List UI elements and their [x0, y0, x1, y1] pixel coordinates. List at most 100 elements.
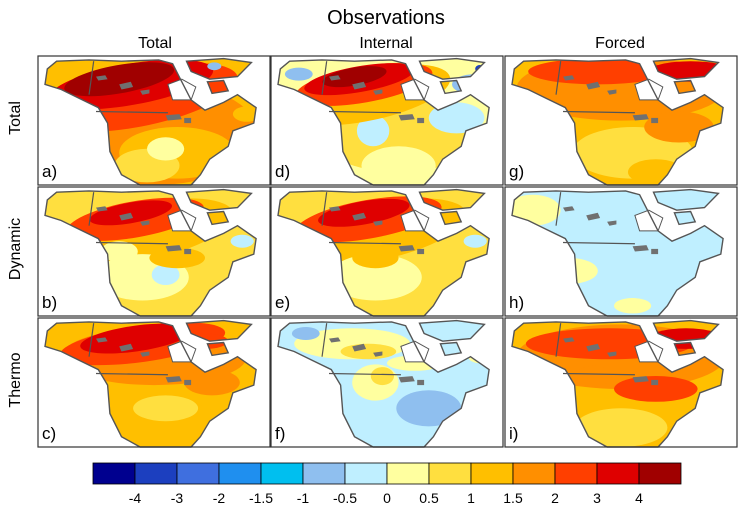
colorbar-tick-label: -4: [129, 490, 142, 506]
colorbar-tick-label: -2: [213, 490, 226, 506]
border-line: [562, 110, 635, 114]
field-contour: [151, 264, 180, 286]
panel-label: i): [509, 424, 518, 443]
lake: [398, 245, 415, 252]
colorbar-swatch: [176, 462, 220, 485]
panel-label: d): [275, 162, 290, 181]
border-line: [95, 110, 168, 114]
field-contour: [340, 343, 397, 360]
colorbar-tick-label: -1: [297, 490, 310, 506]
colorbar-swatch: [428, 462, 472, 485]
map-panel: a): [37, 55, 271, 186]
panel-frame: [504, 186, 738, 317]
panel-frame: [37, 317, 271, 448]
lake: [632, 376, 649, 383]
colorbar-swatch: [302, 462, 346, 485]
panel-label: a): [42, 162, 57, 181]
coastline: [44, 321, 257, 448]
field-contour: [329, 254, 422, 301]
lake: [329, 206, 341, 212]
panel-frame: [270, 55, 504, 186]
coastline: [652, 319, 720, 342]
border-line: [321, 323, 328, 357]
lake: [373, 351, 383, 357]
lake: [586, 212, 601, 221]
map-panel: i): [504, 317, 738, 448]
lake: [96, 337, 108, 343]
field-shading: [278, 58, 490, 185]
colorbar: -4 -3 -2 -1.5 -1 -0.5 0 0.5 1 1.5 2 3 4: [92, 462, 682, 506]
colorbar-swatch: [638, 462, 682, 485]
coastline: [44, 190, 257, 317]
lake: [373, 89, 383, 95]
field-contour: [428, 102, 485, 134]
field-contour: [284, 67, 313, 81]
lake: [651, 379, 659, 386]
field-contour: [80, 323, 191, 354]
colorbar-swatch: [470, 462, 514, 485]
colorbar-swatch: [386, 462, 430, 485]
lake: [165, 245, 182, 252]
lake: [563, 337, 575, 343]
colorbar-tick-label: 0: [383, 490, 391, 506]
lake: [119, 343, 134, 352]
colorbar-tick-label: -1.5: [249, 490, 273, 506]
map-panel: c): [37, 317, 271, 448]
border-line: [321, 61, 328, 95]
map-panel: g): [504, 55, 738, 186]
colorbar-tick-label: 4: [635, 490, 643, 506]
lake: [96, 206, 108, 212]
column-title-total: Total: [138, 35, 172, 52]
field-contour: [133, 395, 199, 422]
lake: [417, 379, 425, 386]
colorbar-swatch: [260, 462, 304, 485]
coastline: [277, 59, 490, 186]
coastline: [511, 190, 724, 317]
lake: [329, 337, 341, 343]
lake: [417, 248, 425, 255]
field-contour: [291, 327, 320, 340]
field-contour: [361, 146, 436, 185]
lake: [373, 220, 383, 226]
lake: [352, 81, 367, 90]
lake: [586, 343, 601, 352]
coastline: [439, 79, 463, 95]
border-line: [95, 241, 168, 245]
panel-frame: [37, 55, 271, 186]
panel-frame: [504, 317, 738, 448]
colorbar-swatch: [134, 462, 178, 485]
border-line: [328, 110, 401, 114]
colorbar-swatch: [554, 462, 598, 485]
panel-label: c): [42, 424, 56, 443]
lake: [165, 114, 182, 121]
border-line: [88, 323, 95, 357]
panel-frame: [504, 55, 738, 186]
colorbar-swatch: [512, 462, 556, 485]
panel-label: g): [509, 162, 524, 181]
lake: [119, 212, 134, 221]
coastline: [511, 321, 724, 448]
coastline: [673, 79, 697, 95]
lake: [417, 117, 425, 124]
lake: [184, 379, 192, 386]
border-line: [321, 192, 328, 226]
coastline: [185, 188, 253, 211]
lake: [398, 376, 415, 383]
colorbar-tick-label: 0.5: [419, 490, 439, 506]
lake: [398, 114, 415, 121]
lake: [651, 248, 659, 255]
field-contour: [232, 106, 257, 122]
lake: [140, 351, 150, 357]
lake: [184, 117, 192, 124]
map-panel: b): [37, 186, 271, 317]
coastline: [206, 79, 230, 95]
field-contour: [352, 247, 399, 269]
coastline: [673, 210, 697, 226]
coastline: [652, 57, 720, 80]
border-line: [88, 192, 95, 226]
field-contour: [184, 369, 240, 396]
panel-frame: [270, 186, 504, 317]
field-contour: [356, 115, 390, 147]
row-title-thermo: Thermo: [7, 352, 24, 407]
lake: [329, 75, 341, 81]
